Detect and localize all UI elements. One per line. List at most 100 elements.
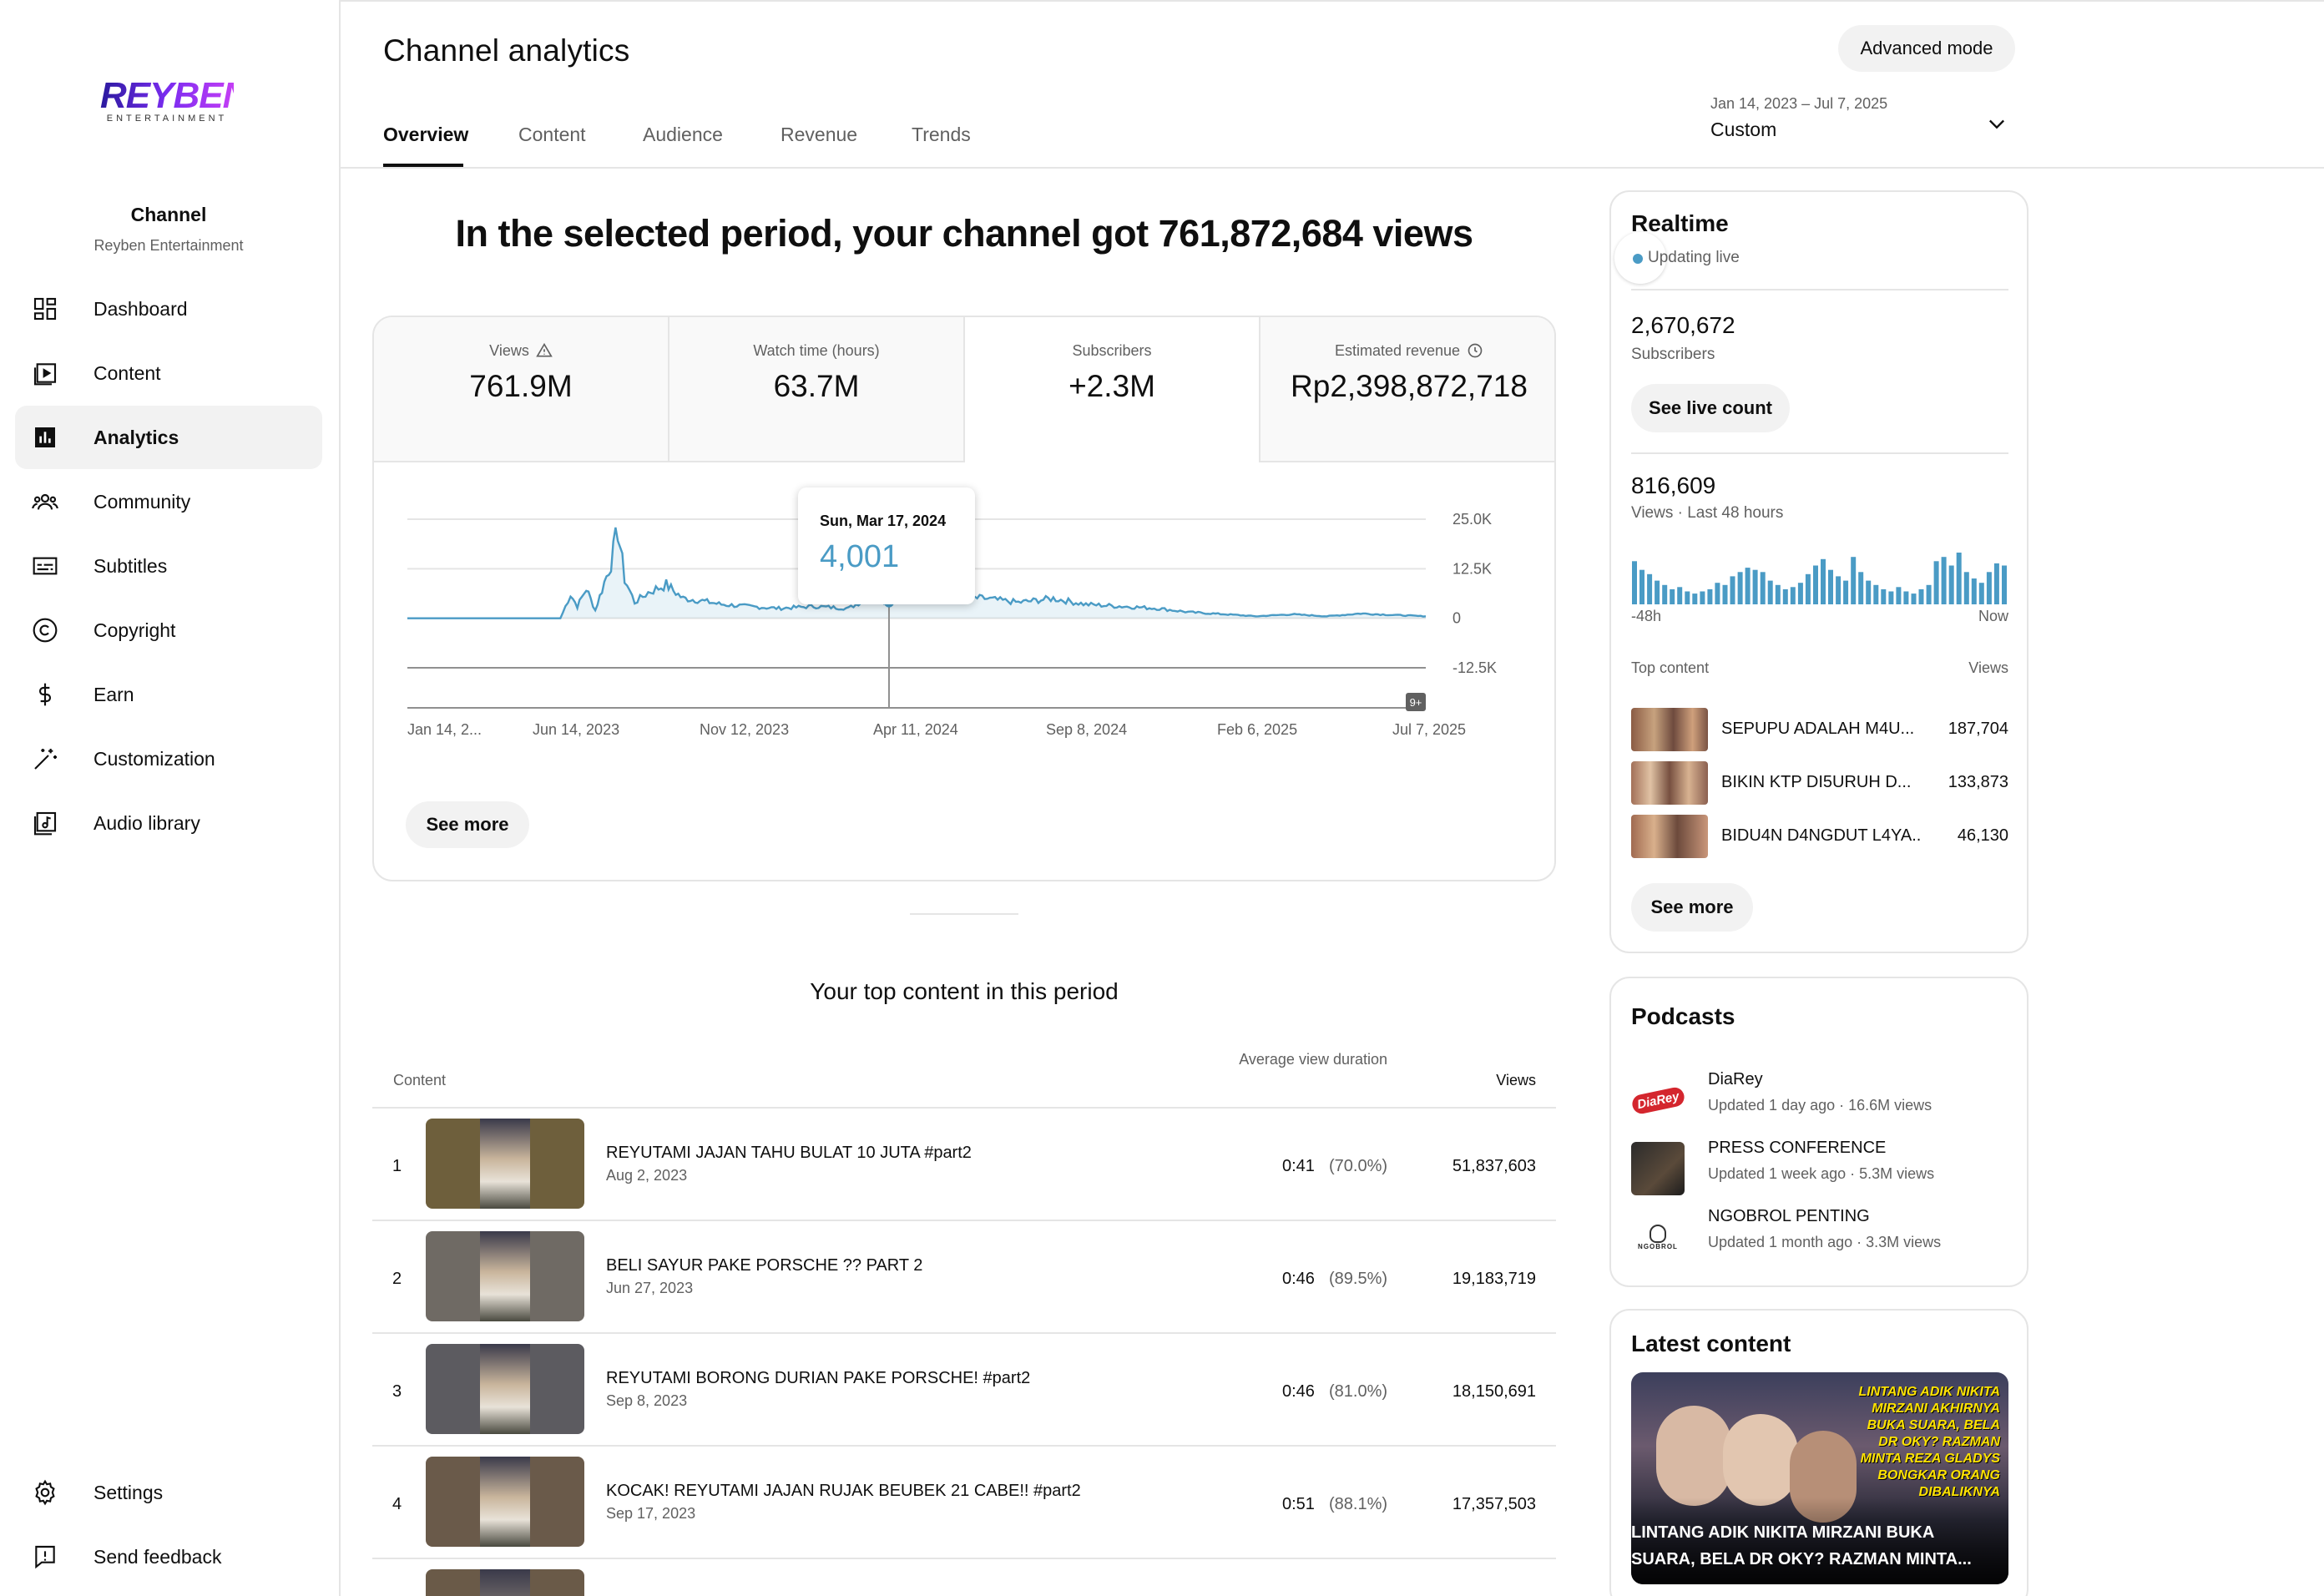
bar-axis-start: -48h xyxy=(1631,608,1662,624)
chart-tooltip: Sun, Mar 17, 2024 4,001 xyxy=(798,487,975,604)
realtime-top-content-item[interactable]: BIKIN KTP DI5URUH D... 133,873 xyxy=(1631,761,2008,805)
tab-revenue[interactable]: Revenue xyxy=(781,124,858,145)
realtime-bar xyxy=(1775,584,1781,604)
annotation-badge xyxy=(1406,693,1426,711)
realtime-bar xyxy=(2002,565,2007,604)
channel-logo[interactable]: REYBEN ENTERTAINMENT xyxy=(100,77,249,127)
realtime-bar xyxy=(1821,558,1826,604)
sidebar: REYBEN ENTERTAINMENT Channel Reyben Ente… xyxy=(0,0,341,1596)
sidebar-item-audio-library[interactable]: Audio library xyxy=(15,791,322,855)
sidebar-item-analytics[interactable]: Analytics xyxy=(15,406,322,469)
metric-label: Watch time (hours) xyxy=(753,342,880,359)
realtime-bar xyxy=(1639,569,1644,604)
thumbnail-face xyxy=(1723,1414,1798,1506)
sidebar-item-subtitles[interactable]: Subtitles xyxy=(15,534,322,598)
realtime-bar xyxy=(1978,583,1984,604)
sidebar-item-settings[interactable]: Settings xyxy=(15,1461,322,1524)
avg-view-percentage: (89.5%) xyxy=(1329,1270,1388,1288)
realtime-bar xyxy=(1956,553,1962,604)
thumbnail-portrait xyxy=(480,1344,530,1434)
chevron-down-icon[interactable] xyxy=(1985,112,2008,135)
realtime-bar xyxy=(1677,587,1683,604)
podcast-item[interactable]: PRESS CONFERENCE Updated 1 week ago · 5.… xyxy=(1631,1139,2008,1197)
realtime-bar xyxy=(1685,591,1690,604)
metric-value: 761.9M xyxy=(469,369,573,403)
realtime-subscribers-label: Subscribers xyxy=(1631,346,1715,363)
advanced-mode-button[interactable]: Advanced mode xyxy=(1838,25,2015,72)
table-row[interactable]: 4 KOCAK! REYUTAMI JAJAN RUJAK BEUBEK 21 C… xyxy=(372,1445,1556,1558)
metric-subscribers[interactable]: Subscribers +2.3M xyxy=(965,317,1261,462)
sidebar-item-customization[interactable]: Customization xyxy=(15,727,322,790)
sidebar-item-community[interactable]: Community xyxy=(15,470,322,533)
latest-video-thumbnail[interactable]: LINTANG ADIK NIKITA MIRZANI AKHIRNYA BUK… xyxy=(1631,1372,2008,1584)
video-title[interactable]: KOCAK! REYUTAMI JAJAN RUJAK BEUBEK 21 CA… xyxy=(606,1482,1081,1500)
latest-content-card: Latest content LINTANG ADIK NIKITA MIRZA… xyxy=(1609,1309,2028,1596)
realtime-top-content-item[interactable]: SEPUPU ADALAH M4U... 187,704 xyxy=(1631,708,2008,751)
sidebar-item-content[interactable]: Content xyxy=(15,341,322,405)
realtime-bar xyxy=(1745,568,1751,604)
tab-audience[interactable]: Audience xyxy=(643,124,723,145)
video-thumbnail[interactable] xyxy=(426,1231,584,1321)
sidebar-item-label: Dashboard xyxy=(93,297,188,320)
podcast-item[interactable]: DiaRey DiaRey Updated 1 day ago · 16.6M … xyxy=(1631,1070,2008,1129)
sidebar-item-label: Copyright xyxy=(93,619,176,641)
video-thumbnail[interactable] xyxy=(426,1119,584,1209)
podcast-name: DiaRey xyxy=(1708,1070,1763,1088)
divider xyxy=(1631,289,2008,290)
see-more-button[interactable]: See more xyxy=(406,801,529,848)
x-tick-label: Nov 12, 2023 xyxy=(700,721,789,738)
thumbnail-portrait xyxy=(480,1231,530,1321)
column-header-avd[interactable]: Average view duration xyxy=(1239,1051,1387,1068)
x-tick-label: Jan 14, 2... xyxy=(407,721,482,738)
video-date: Sep 17, 2023 xyxy=(606,1505,696,1522)
video-title[interactable]: REYUTAMI BORONG DURIAN PAKE PORSCHE! #pa… xyxy=(606,1369,1031,1387)
sidebar-item-label: Send feedback xyxy=(93,1545,222,1568)
video-title[interactable]: REYUTAMI JAJAN TAHU BULAT 10 JUTA #part2 xyxy=(606,1144,972,1162)
column-header-views[interactable]: Views xyxy=(1496,1072,1536,1088)
sidebar-item-earn[interactable]: Earn xyxy=(15,663,322,726)
realtime-views-bar-chart[interactable] xyxy=(1631,549,2008,604)
see-live-count-button[interactable]: See live count xyxy=(1631,384,1790,432)
realtime-see-more-button[interactable]: See more xyxy=(1631,883,1753,932)
video-views: 19,183,719 xyxy=(1452,1270,1536,1288)
video-title[interactable]: BELI SAYUR PAKE PORSCHE ?? PART 2 xyxy=(606,1256,923,1275)
table-row[interactable] xyxy=(372,1558,1556,1596)
podcast-thumbnail: DiaRey xyxy=(1631,1073,1685,1127)
video-title: BIKIN KTP DI5URUH D... xyxy=(1721,773,1912,791)
video-date: Sep 8, 2023 xyxy=(606,1392,688,1409)
tab-overview[interactable]: Overview xyxy=(383,124,469,145)
video-thumbnail[interactable] xyxy=(426,1457,584,1547)
realtime-bar xyxy=(1993,563,1999,604)
sidebar-item-send-feedback[interactable]: Send feedback xyxy=(15,1525,322,1588)
realtime-bar xyxy=(1926,584,1932,604)
metric-watch-time[interactable]: Watch time (hours) 63.7M xyxy=(669,317,965,462)
realtime-bar xyxy=(1866,580,1872,604)
table-row[interactable]: 1 REYUTAMI JAJAN TAHU BULAT 10 JUTA #part… xyxy=(372,1107,1556,1220)
metric-estimated-revenue[interactable]: Estimated revenue Rp2,398,872,718 xyxy=(1261,317,1554,462)
y-tick-label: 25.0K xyxy=(1452,511,1492,528)
column-header-content: Content xyxy=(393,1072,447,1088)
realtime-bar xyxy=(1782,588,1788,604)
sidebar-item-dashboard[interactable]: Dashboard xyxy=(15,277,322,341)
metric-views[interactable]: Views 761.9M xyxy=(374,317,669,462)
table-row[interactable]: 2 BELI SAYUR PAKE PORSCHE ?? PART 2 Jun 27… xyxy=(372,1220,1556,1332)
table-row[interactable]: 3 REYUTAMI BORONG DURIAN PAKE PORSCHE! #p… xyxy=(372,1332,1556,1445)
tab-content[interactable]: Content xyxy=(518,124,586,145)
tab-trends[interactable]: Trends xyxy=(912,124,971,145)
video-thumbnail[interactable] xyxy=(426,1344,584,1434)
row-rank: 4 xyxy=(392,1495,402,1513)
y-tick-label: 12.5K xyxy=(1452,560,1492,577)
metric-value: 63.7M xyxy=(773,369,860,403)
realtime-top-content-item[interactable]: BIDU4N D4NGDUT L4YA... 46,130 xyxy=(1631,815,2008,858)
sidebar-item-copyright[interactable]: Copyright xyxy=(15,598,322,662)
realtime-bar xyxy=(1828,569,1833,604)
realtime-bar xyxy=(1858,572,1864,604)
podcast-badge-text: DiaRey xyxy=(1631,1085,1685,1115)
video-date: Jun 27, 2023 xyxy=(606,1280,694,1296)
video-thumbnail[interactable] xyxy=(426,1569,584,1596)
podcasts-card: Podcasts DiaRey DiaRey Updated 1 day ago… xyxy=(1609,977,2028,1287)
podcast-item[interactable]: NGOBROL NGOBROL PENTING Updated 1 month … xyxy=(1631,1207,2008,1265)
video-views: 17,357,503 xyxy=(1452,1495,1536,1513)
page-title: Channel analytics xyxy=(383,33,630,68)
subscribers-chart[interactable]: 25.0K 12.5K 0 -12.5K Jan 14, 2... Jun 14, 202… xyxy=(374,467,1556,793)
